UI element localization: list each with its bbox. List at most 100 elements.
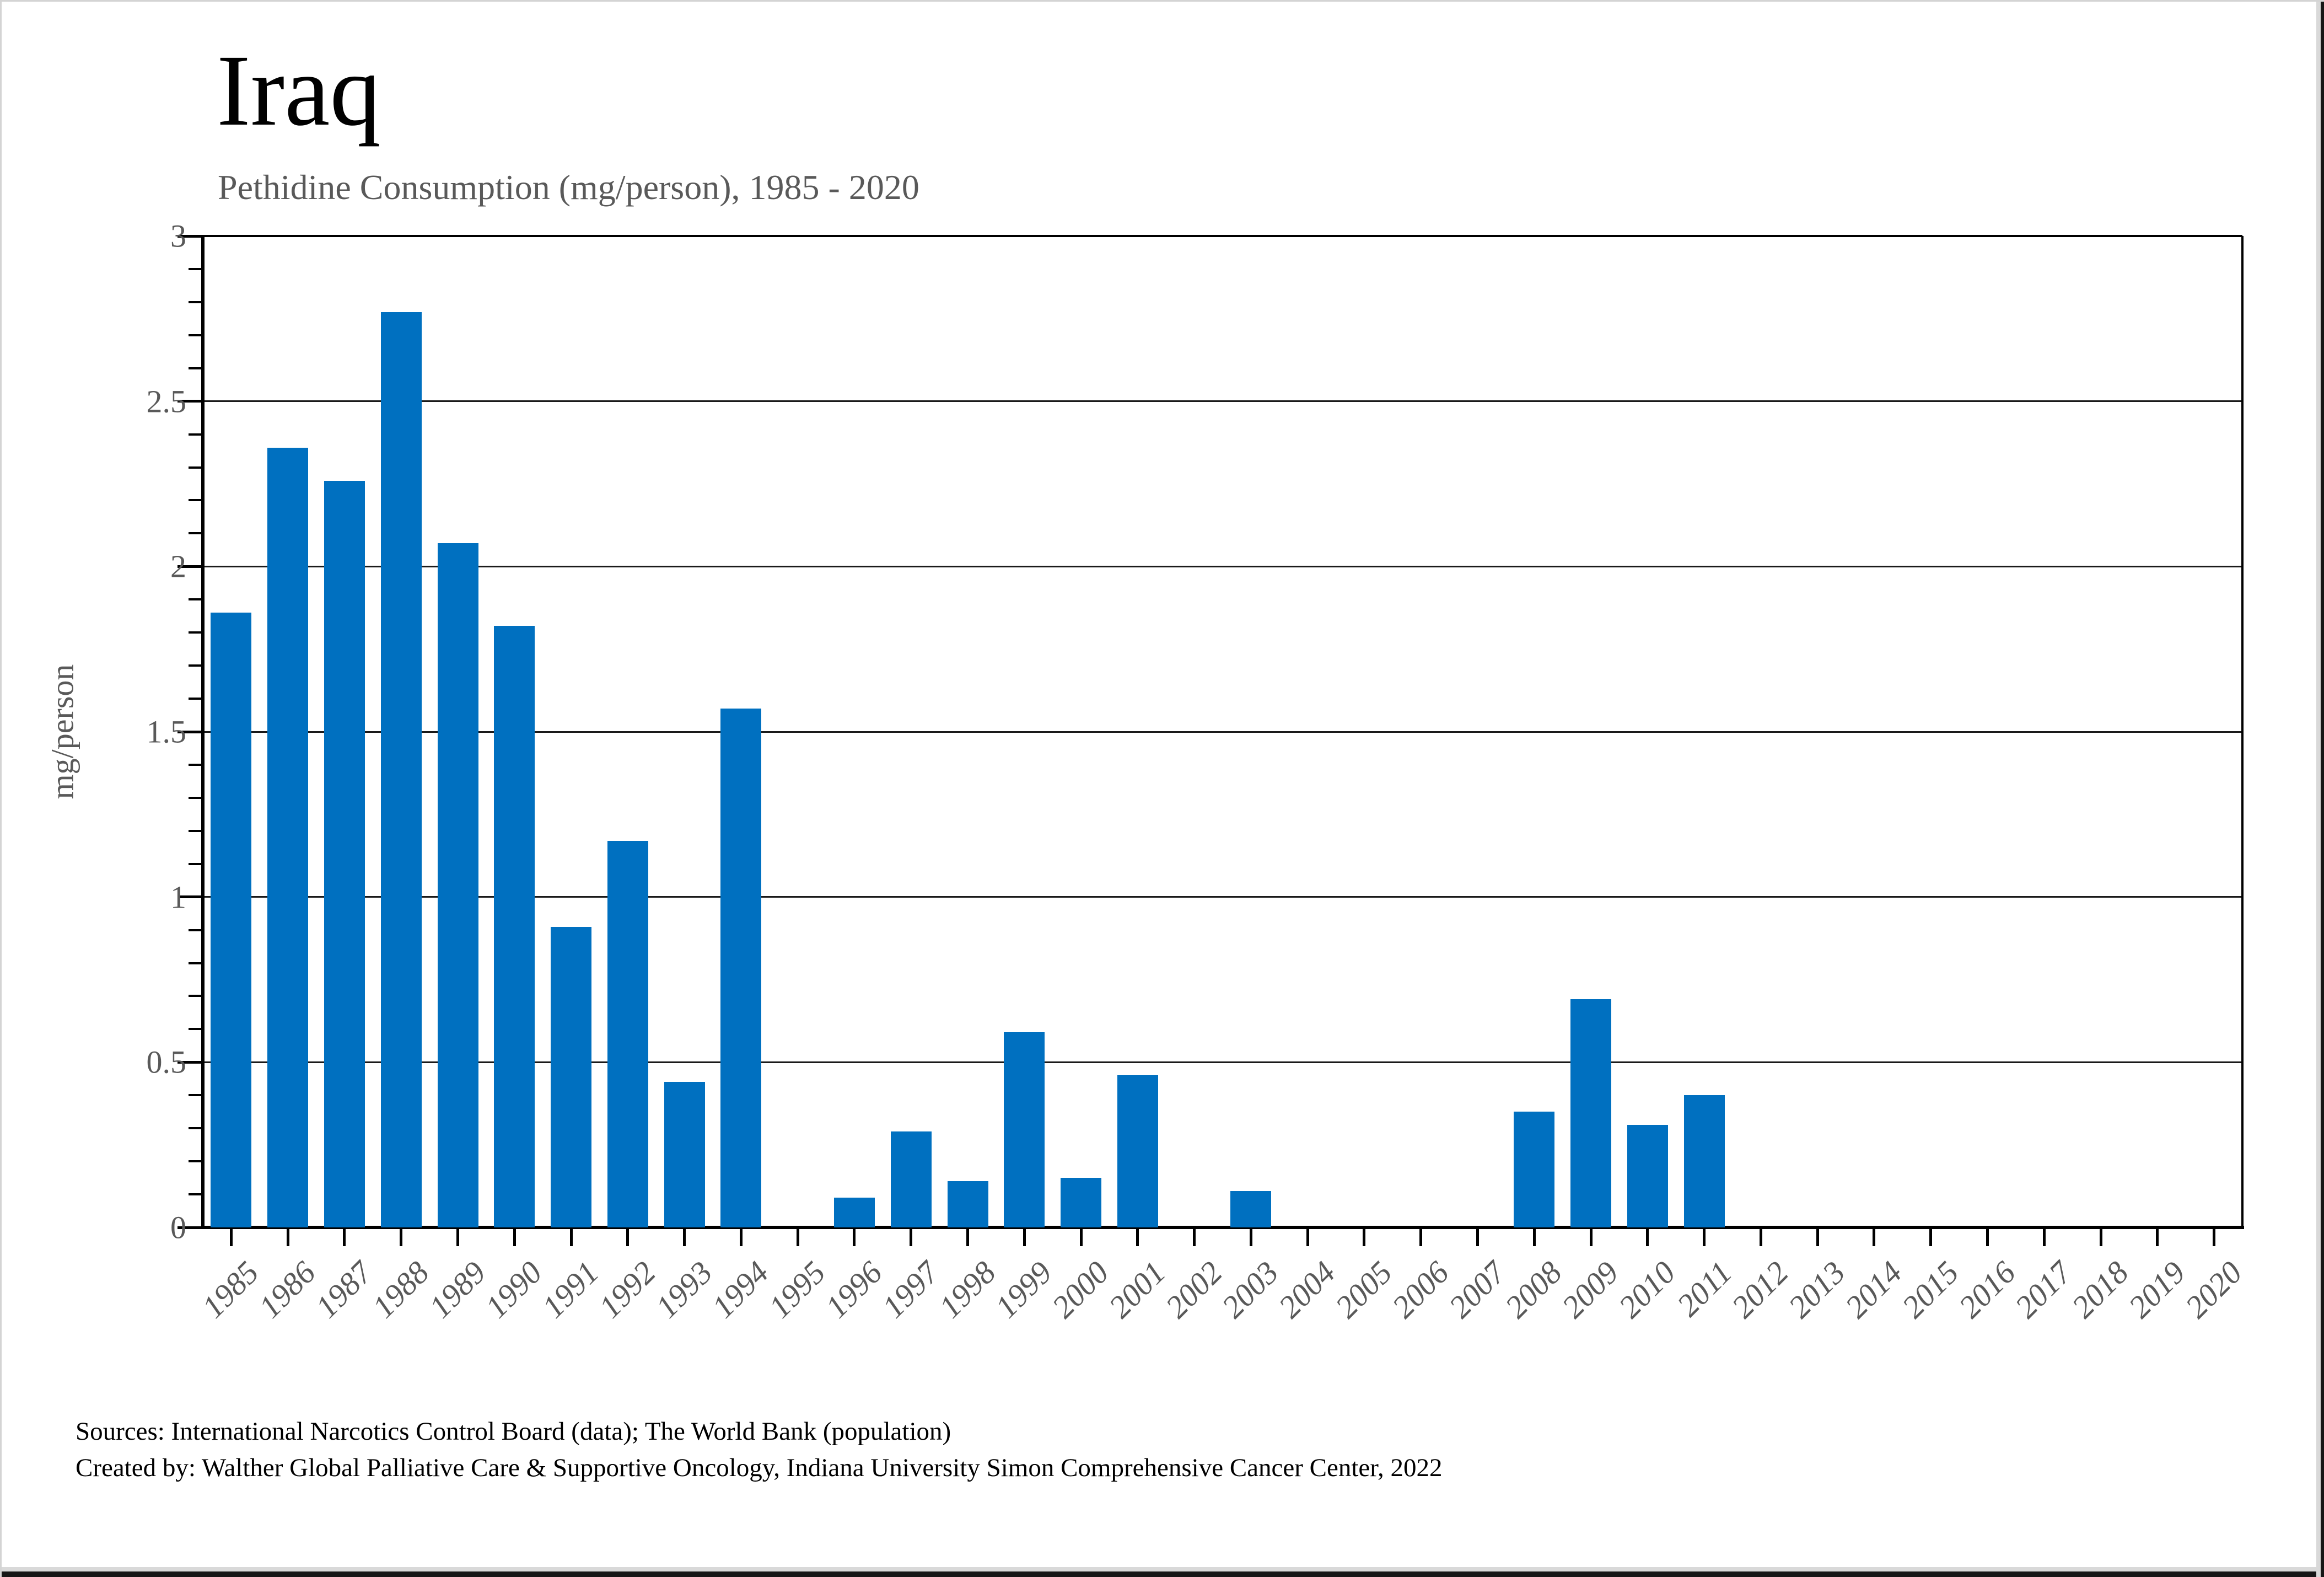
gridline bbox=[203, 400, 2242, 403]
x-tick-label: 2009 bbox=[1554, 1254, 1626, 1325]
bar-2008 bbox=[1514, 1112, 1555, 1227]
chart-subtitle: Pethidine Consumption (mg/person), 1985 … bbox=[218, 168, 919, 207]
x-tick-label: 2019 bbox=[2121, 1254, 2192, 1325]
y-major-tick bbox=[177, 400, 203, 403]
x-tick-label: 1993 bbox=[648, 1254, 719, 1325]
created-by-line: Created by: Walther Global Palliative Ca… bbox=[76, 1453, 1443, 1482]
y-minor-tick bbox=[189, 995, 203, 997]
y-minor-tick bbox=[189, 532, 203, 535]
y-minor-tick bbox=[189, 929, 203, 931]
y-major-tick bbox=[177, 1060, 203, 1064]
x-tick-label: 2018 bbox=[2064, 1254, 2135, 1325]
x-tick-label: 2005 bbox=[1328, 1254, 1399, 1325]
x-tick bbox=[1589, 1227, 1593, 1246]
x-tick-label: 2002 bbox=[1158, 1254, 1229, 1325]
y-minor-tick bbox=[189, 433, 203, 436]
x-tick-label: 2007 bbox=[1441, 1254, 1513, 1325]
y-axis-line bbox=[201, 236, 205, 1227]
x-tick-label: 1996 bbox=[818, 1254, 889, 1325]
y-minor-tick bbox=[189, 962, 203, 964]
x-tick-label: 1985 bbox=[195, 1254, 266, 1325]
x-tick bbox=[2042, 1227, 2046, 1246]
y-minor-tick bbox=[189, 1028, 203, 1031]
x-tick-label: 1988 bbox=[365, 1254, 436, 1325]
gridline bbox=[203, 731, 2242, 733]
y-major-tick bbox=[177, 730, 203, 733]
y-minor-tick bbox=[189, 631, 203, 634]
x-tick-label: 1997 bbox=[875, 1254, 946, 1325]
x-tick bbox=[1306, 1227, 1309, 1246]
y-tick-label: 1 bbox=[170, 879, 186, 915]
x-tick bbox=[1929, 1227, 1933, 1246]
x-tick bbox=[683, 1227, 686, 1246]
y-minor-tick bbox=[189, 301, 203, 303]
x-tick-label: 1986 bbox=[251, 1254, 322, 1325]
x-tick-label: 2010 bbox=[1611, 1254, 1682, 1325]
bar-1985 bbox=[211, 613, 252, 1227]
y-minor-tick bbox=[189, 698, 203, 700]
bar-1989 bbox=[437, 543, 478, 1227]
x-tick bbox=[569, 1227, 573, 1246]
y-minor-tick bbox=[189, 1127, 203, 1130]
x-tick-label: 2020 bbox=[2178, 1254, 2249, 1325]
x-tick-label: 2006 bbox=[1385, 1254, 1456, 1325]
bar-1988 bbox=[380, 312, 422, 1227]
x-tick bbox=[286, 1227, 289, 1246]
y-minor-tick bbox=[189, 862, 203, 865]
x-tick-label: 2015 bbox=[1895, 1254, 1966, 1325]
x-tick bbox=[910, 1227, 913, 1246]
y-minor-tick bbox=[189, 796, 203, 799]
x-tick-label: 2016 bbox=[1951, 1254, 2022, 1325]
page-border-bottom-dark bbox=[2, 1571, 2324, 1577]
sources-line: Sources: International Narcotics Control… bbox=[76, 1417, 951, 1446]
y-minor-tick bbox=[189, 466, 203, 469]
x-tick-label: 1987 bbox=[308, 1254, 379, 1325]
x-tick bbox=[626, 1227, 630, 1246]
x-tick bbox=[343, 1227, 346, 1246]
x-tick bbox=[1646, 1227, 1649, 1246]
x-tick-label: 2004 bbox=[1271, 1254, 1342, 1325]
y-tick-label: 0.5 bbox=[146, 1044, 187, 1080]
x-tick-label: 1994 bbox=[705, 1254, 776, 1325]
x-tick bbox=[2213, 1227, 2216, 1246]
footer: Sources: International Narcotics Control… bbox=[76, 1413, 1443, 1486]
y-major-tick bbox=[177, 1226, 203, 1229]
x-tick-label: 1992 bbox=[591, 1254, 663, 1325]
gridline bbox=[203, 1061, 2242, 1063]
gridline bbox=[203, 565, 2242, 567]
x-tick bbox=[1023, 1227, 1026, 1246]
page-border-right-dark bbox=[2321, 2, 2324, 1577]
bar-2010 bbox=[1627, 1125, 1668, 1227]
x-tick bbox=[1419, 1227, 1423, 1246]
x-tick bbox=[2156, 1227, 2159, 1246]
y-minor-tick bbox=[189, 1160, 203, 1163]
y-minor-tick bbox=[189, 1094, 203, 1097]
y-tick-label: 3 bbox=[170, 218, 186, 254]
bar-2000 bbox=[1061, 1178, 1102, 1227]
x-tick-label: 2017 bbox=[2008, 1254, 2079, 1325]
bar-1994 bbox=[720, 709, 762, 1227]
x-tick bbox=[456, 1227, 459, 1246]
x-tick bbox=[1816, 1227, 1819, 1246]
x-tick bbox=[1363, 1227, 1366, 1246]
bar-1986 bbox=[267, 447, 309, 1227]
y-minor-tick bbox=[189, 499, 203, 502]
plot-area: 0 0.5 1 1.5 2 2.5 3 1985 1986 1987 1988 1989 1990 199… bbox=[147, 218, 2249, 1325]
bar-1992 bbox=[607, 840, 648, 1227]
x-tick-label: 1991 bbox=[535, 1254, 606, 1325]
x-tick-label: 1990 bbox=[478, 1254, 549, 1325]
x-tick-label: 2013 bbox=[1781, 1254, 1852, 1325]
bar-1990 bbox=[494, 626, 535, 1227]
x-tick bbox=[2099, 1227, 2102, 1246]
x-tick bbox=[1136, 1227, 1139, 1246]
x-tick bbox=[400, 1227, 403, 1246]
x-tick-label: 2011 bbox=[1670, 1254, 1739, 1323]
bar-2011 bbox=[1683, 1095, 1725, 1227]
y-major-tick bbox=[177, 565, 203, 568]
x-tick bbox=[1703, 1227, 1706, 1246]
gridline bbox=[203, 896, 2242, 898]
x-tick-label: 2012 bbox=[1725, 1254, 1796, 1325]
x-tick-label: 1998 bbox=[932, 1254, 1003, 1325]
x-tick-label: 2014 bbox=[1838, 1254, 1909, 1325]
